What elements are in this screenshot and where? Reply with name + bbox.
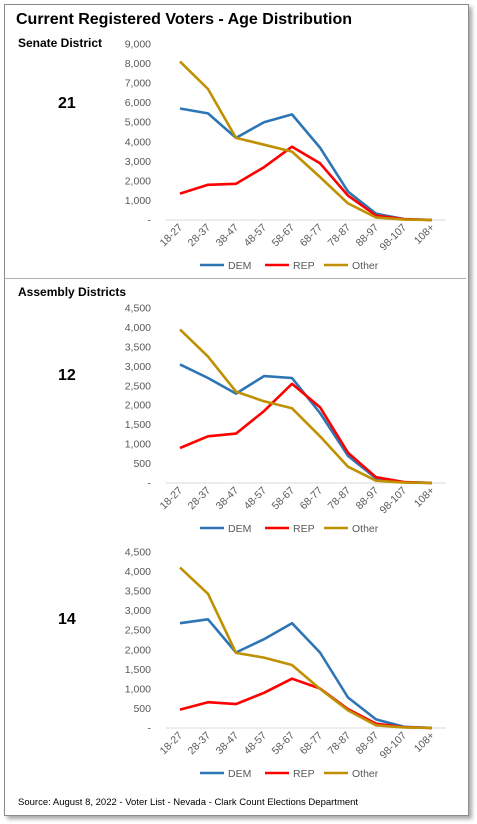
x-tick-label: 28-37 [186,730,214,758]
assembly-12-line-chart: - 500 1,000 1,500 2,000 2,500 3,000 3,500 4,000 4… [125,303,446,535]
section-divider [5,278,466,279]
y-tick-label: 4,500 [125,547,151,559]
y-tick-label: 1,000 [125,195,151,207]
y-tick-label: 7,000 [125,78,151,90]
y-tick-label: 2,500 [125,380,151,392]
y-tick-label: 2,500 [125,625,151,637]
series-line-other [179,328,433,485]
assembly-14-line-chart: - 500 1,000 1,500 2,000 2,500 3,000 3,500 4,000 4… [125,547,446,780]
x-tick-label: 18-27 [158,730,186,758]
y-tick-label: 6,000 [125,97,151,109]
x-tick-label: 78-87 [326,730,354,758]
y-tick-label: 2,000 [125,644,151,656]
x-tick-label: 98-107 [378,730,410,762]
x-tick-label: 78-87 [326,222,354,250]
series-line-rep [179,677,433,730]
x-tick-label: 108+ [412,485,437,510]
x-tick-label: 48-57 [242,485,270,513]
y-tick-label: 8,000 [125,58,151,70]
x-tick-label: 68-77 [298,485,326,513]
legend-label-other: Other [352,260,379,272]
x-tick-label: 98-107 [378,222,410,254]
x-tick-label: 48-57 [242,730,270,758]
x-tick-label: 48-57 [242,222,270,250]
y-tick-label: 1,000 [125,439,151,451]
district-number-21: 21 [58,95,76,112]
source-note: Source: August 8, 2022 - Voter List - Ne… [18,797,359,808]
y-tick-label: 9,000 [125,39,151,51]
y-tick-label: 3,500 [125,586,151,598]
assembly-section-label: Assembly Districts [18,285,127,299]
x-tick-label: 18-27 [158,222,186,250]
x-tick-label: 58-67 [270,485,298,513]
senate-21-line-chart: - 1,000 2,000 3,000 4,000 5,000 6,000 7,000 8,00… [125,39,446,272]
x-tick-label: 38-47 [214,222,242,250]
y-tick-label: 500 [133,703,151,715]
legend-label-other: Other [352,523,379,535]
x-tick-label: 58-67 [270,730,298,758]
x-tick-label: 38-47 [214,730,242,758]
y-tick-label: 1,000 [125,683,151,695]
x-tick-label: 28-37 [186,222,214,250]
y-tick-label: - [148,215,152,227]
district-number-14: 14 [58,611,76,628]
y-tick-label: 4,500 [125,303,151,315]
x-tick-label: 68-77 [298,730,326,758]
x-tick-label: 108+ [412,730,437,755]
series-line-rep [179,145,433,222]
y-tick-label: 4,000 [125,136,151,148]
legend-label-rep: REP [293,523,315,535]
series-line-dem [179,618,433,730]
y-tick-label: 3,000 [125,605,151,617]
x-tick-label: 58-67 [270,222,298,250]
legend-label-dem: DEM [228,260,251,272]
y-tick-label: 3,000 [125,156,151,168]
senate-section-label: Senate District [18,36,103,50]
series-line-rep [179,382,433,485]
series-line-other [179,60,433,222]
y-tick-label: 1,500 [125,664,151,676]
x-tick-label: 108+ [412,222,437,247]
x-tick-label: 98-107 [378,485,410,517]
x-tick-label: 18-27 [158,485,186,513]
y-tick-label: 5,000 [125,117,151,129]
y-tick-label: - [148,723,152,735]
y-tick-label: 4,000 [125,322,151,334]
y-tick-label: - [148,478,152,490]
y-tick-label: 1,500 [125,419,151,431]
legend-label-dem: DEM [228,523,251,535]
y-tick-label: 2,000 [125,175,151,187]
x-tick-label: 28-37 [186,485,214,513]
y-tick-label: 2,000 [125,400,151,412]
legend-label-other: Other [352,768,379,780]
district-number-12: 12 [58,367,76,384]
series-line-other [179,566,433,730]
y-tick-label: 500 [133,458,151,470]
legend-label-rep: REP [293,768,315,780]
legend-label-rep: REP [293,260,315,272]
x-tick-label: 38-47 [214,485,242,513]
x-tick-label: 68-77 [298,222,326,250]
legend-label-dem: DEM [228,768,251,780]
page-title: Current Registered Voters - Age Distribu… [16,11,353,28]
y-tick-label: 3,000 [125,361,151,373]
y-tick-label: 3,500 [125,341,151,353]
x-tick-label: 78-87 [326,485,354,513]
y-tick-label: 4,000 [125,566,151,578]
